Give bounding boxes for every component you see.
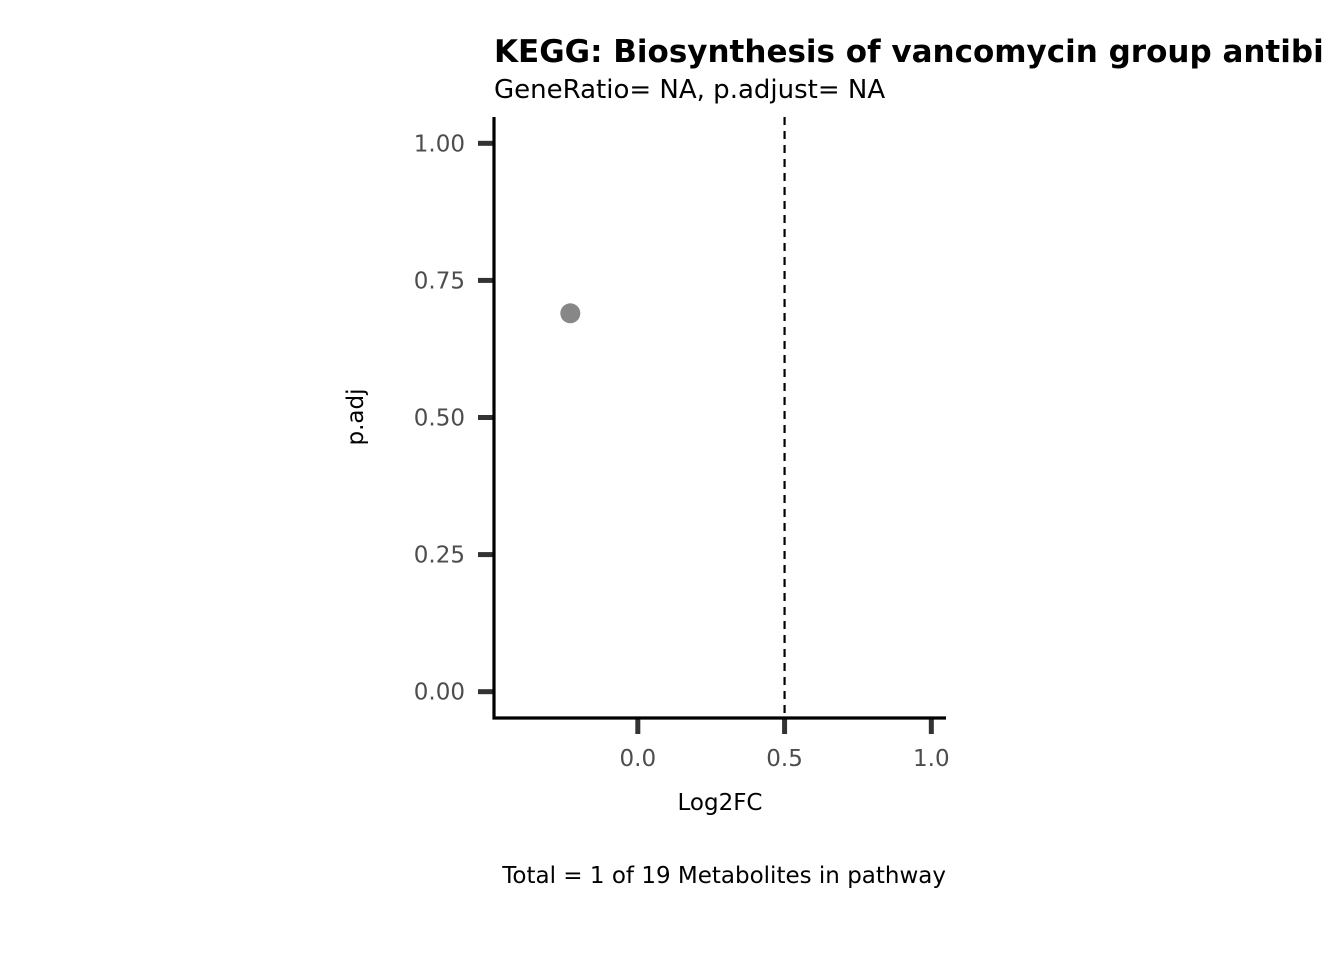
- y-axis-ticks: 0.00 0.25 0.50 0.75 1.00: [414, 131, 494, 706]
- y-tick-label: 0.50: [414, 406, 465, 432]
- x-axis-title: Log2FC: [677, 790, 762, 816]
- x-tick-label: 0.5: [766, 746, 803, 772]
- chart-subtitle: GeneRatio= NA, p.adjust= NA: [494, 75, 885, 105]
- chart-caption: Total = 1 of 19 Metabolites in pathway: [501, 863, 946, 889]
- y-tick-label: 1.00: [414, 131, 465, 157]
- y-tick-label: 0.00: [414, 680, 465, 706]
- chart-title: KEGG: Biosynthesis of vancomycin group a…: [494, 34, 1324, 70]
- x-tick-label: 0.0: [620, 746, 657, 772]
- y-tick-label: 0.25: [414, 543, 465, 569]
- y-axis-title: p.adj: [343, 389, 369, 446]
- x-tick-label: 1.0: [913, 746, 950, 772]
- x-axis-ticks: 0.0 0.5 1.0: [620, 718, 950, 772]
- data-point: [560, 303, 581, 324]
- y-tick-label: 0.75: [414, 268, 465, 294]
- data-points: [560, 303, 581, 324]
